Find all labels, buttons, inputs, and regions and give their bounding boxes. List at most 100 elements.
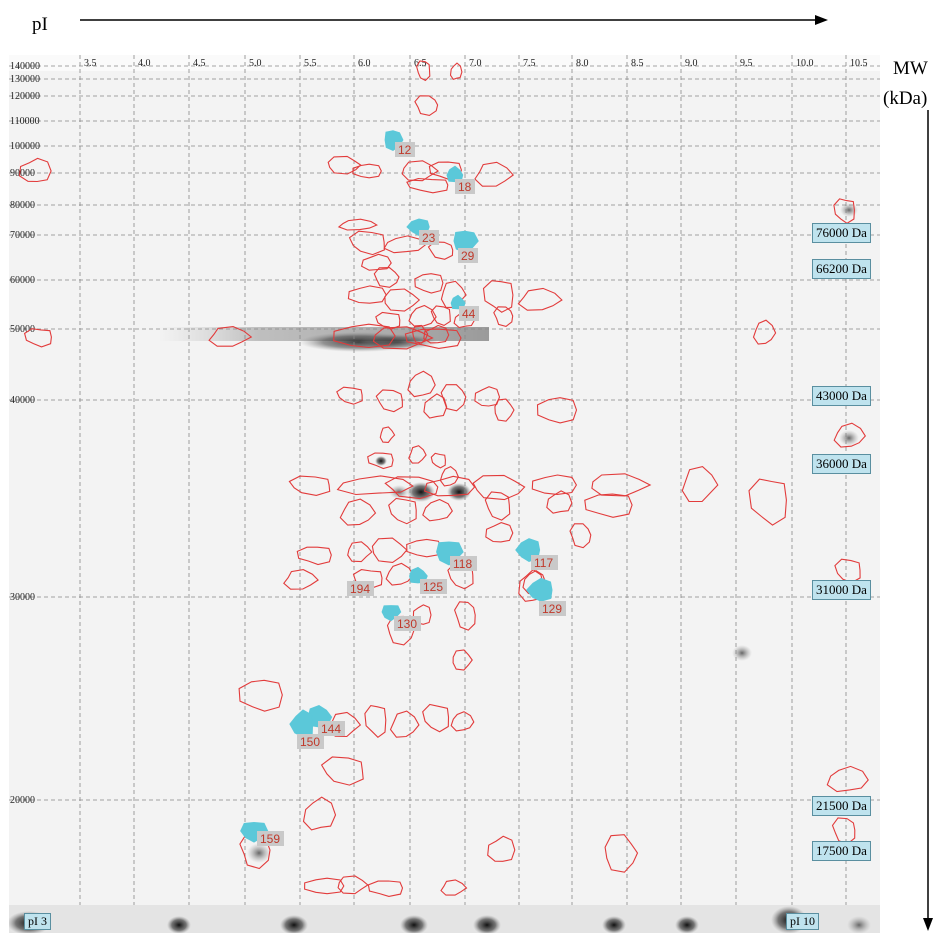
spot-outline — [408, 304, 437, 328]
spot-outline — [388, 497, 417, 525]
spot-outline — [416, 60, 431, 82]
spot-outline — [406, 538, 443, 558]
spot-label-bg — [539, 601, 566, 616]
mw-tick-label: 140000 — [10, 61, 40, 72]
pi-gridlines — [79, 55, 847, 905]
spot-outline — [536, 397, 578, 424]
spot-outline — [408, 445, 427, 464]
spot-label-bg — [257, 831, 284, 846]
spot-outline — [748, 478, 787, 526]
spot-outline — [283, 569, 319, 590]
spot-outline — [379, 426, 396, 443]
mw-marker-66200: 66200 Da — [812, 259, 871, 279]
spot-outline — [18, 157, 52, 183]
spot-outline — [449, 62, 463, 81]
spot-outline — [336, 386, 363, 405]
spot-outline — [238, 679, 283, 712]
spot-outline — [422, 498, 453, 522]
mw-tick-label: 40000 — [10, 395, 35, 406]
spot-outline — [826, 765, 869, 793]
spot-outline — [439, 465, 460, 487]
spot-outline — [385, 562, 414, 586]
pi-tick-label: 5.0 — [249, 58, 262, 69]
spot-outline — [423, 393, 448, 419]
mw-tick-label: 50000 — [10, 324, 35, 335]
spot-outline — [304, 877, 345, 895]
mw-axis-title: MW — [893, 58, 928, 79]
pi-tick-labels: 3.5 4.0 4.5 5.0 5.5 6.0 6.5 7.0 7.5 8.0 8.5 9.0 9.5 1… — [84, 58, 868, 69]
mw-marker-17500: 17500 Da — [812, 841, 871, 861]
spot-outline — [493, 306, 514, 328]
spot-label: 144 — [321, 722, 341, 736]
spot-outline — [208, 326, 253, 347]
spot-label-bg — [318, 721, 345, 736]
spot-outline — [407, 370, 436, 398]
spot-outline — [347, 285, 387, 304]
spot-outline — [584, 493, 633, 518]
mw-tick-label: 70000 — [10, 230, 35, 241]
spot-outline — [384, 476, 439, 500]
pi-tick-label: 4.0 — [138, 58, 151, 69]
spot-outline — [474, 386, 501, 407]
spot-outline — [440, 879, 468, 896]
spot-outline — [474, 161, 515, 187]
spot-outline — [411, 324, 429, 344]
spot-outline — [364, 704, 387, 739]
spot-outline — [440, 384, 467, 412]
spot-label: 29 — [461, 249, 475, 263]
pi-tick-label: 3.5 — [84, 58, 97, 69]
spot-label-bg — [297, 734, 324, 749]
spot-outline — [367, 880, 404, 897]
spot-outline — [423, 324, 450, 344]
spot-label-bg — [531, 555, 558, 570]
spot-outline — [833, 198, 855, 224]
pi-axis-title: pI — [32, 14, 48, 35]
spot-outline — [401, 160, 440, 182]
pi-tick-label: 5.5 — [304, 58, 317, 69]
spot-label: 129 — [542, 602, 562, 616]
spot-outline — [404, 328, 462, 349]
mw-marker-21500: 21500 Da — [812, 796, 871, 816]
spot-outline — [833, 422, 866, 448]
spot-outline — [450, 711, 475, 732]
pi-tick-label: 9.0 — [685, 58, 698, 69]
spot-outline — [384, 288, 421, 312]
pi-tick-label: 8.0 — [576, 58, 589, 69]
spot-outline — [320, 756, 364, 786]
spot-outline — [337, 875, 369, 895]
pi-tick-label: 9.5 — [740, 58, 753, 69]
mw-tick-label: 80000 — [10, 200, 35, 211]
spot-outline — [546, 490, 573, 514]
spot-outline — [531, 474, 578, 495]
spot-outline — [517, 287, 563, 311]
spot-label-bg — [450, 556, 477, 571]
pi-axis-arrow — [80, 15, 828, 25]
spot-outline — [482, 280, 514, 313]
pi-marker-10: pI 10 — [786, 913, 819, 930]
pi-tick-label: 10.5 — [850, 58, 868, 69]
spot-outline — [373, 267, 400, 288]
spot-outline — [591, 473, 652, 497]
spot-outline — [414, 95, 439, 116]
spot-label: 117 — [534, 556, 553, 570]
spot-label-bg — [419, 230, 439, 245]
spot-outline — [327, 155, 362, 175]
mw-tick-label: 130000 — [10, 74, 40, 85]
spot-label: 150 — [300, 735, 320, 749]
spot-outline — [389, 710, 420, 738]
spot-outline — [348, 230, 385, 256]
spot-outline — [485, 522, 514, 543]
spot-outline — [604, 834, 639, 873]
spot-label: 159 — [260, 832, 280, 846]
spot-outline — [352, 569, 383, 589]
spot-outline — [412, 604, 432, 625]
spot-outline — [494, 398, 515, 422]
pi-tick-label: 10.0 — [796, 58, 814, 69]
spot-outline — [302, 796, 337, 831]
spot-outline — [360, 253, 392, 271]
spot-outline — [371, 537, 408, 563]
pi-marker-3: pI 3 — [24, 913, 51, 930]
spot-outline — [430, 305, 451, 327]
spot-outline — [422, 703, 450, 733]
mw-tick-label: 20000 — [10, 795, 35, 806]
